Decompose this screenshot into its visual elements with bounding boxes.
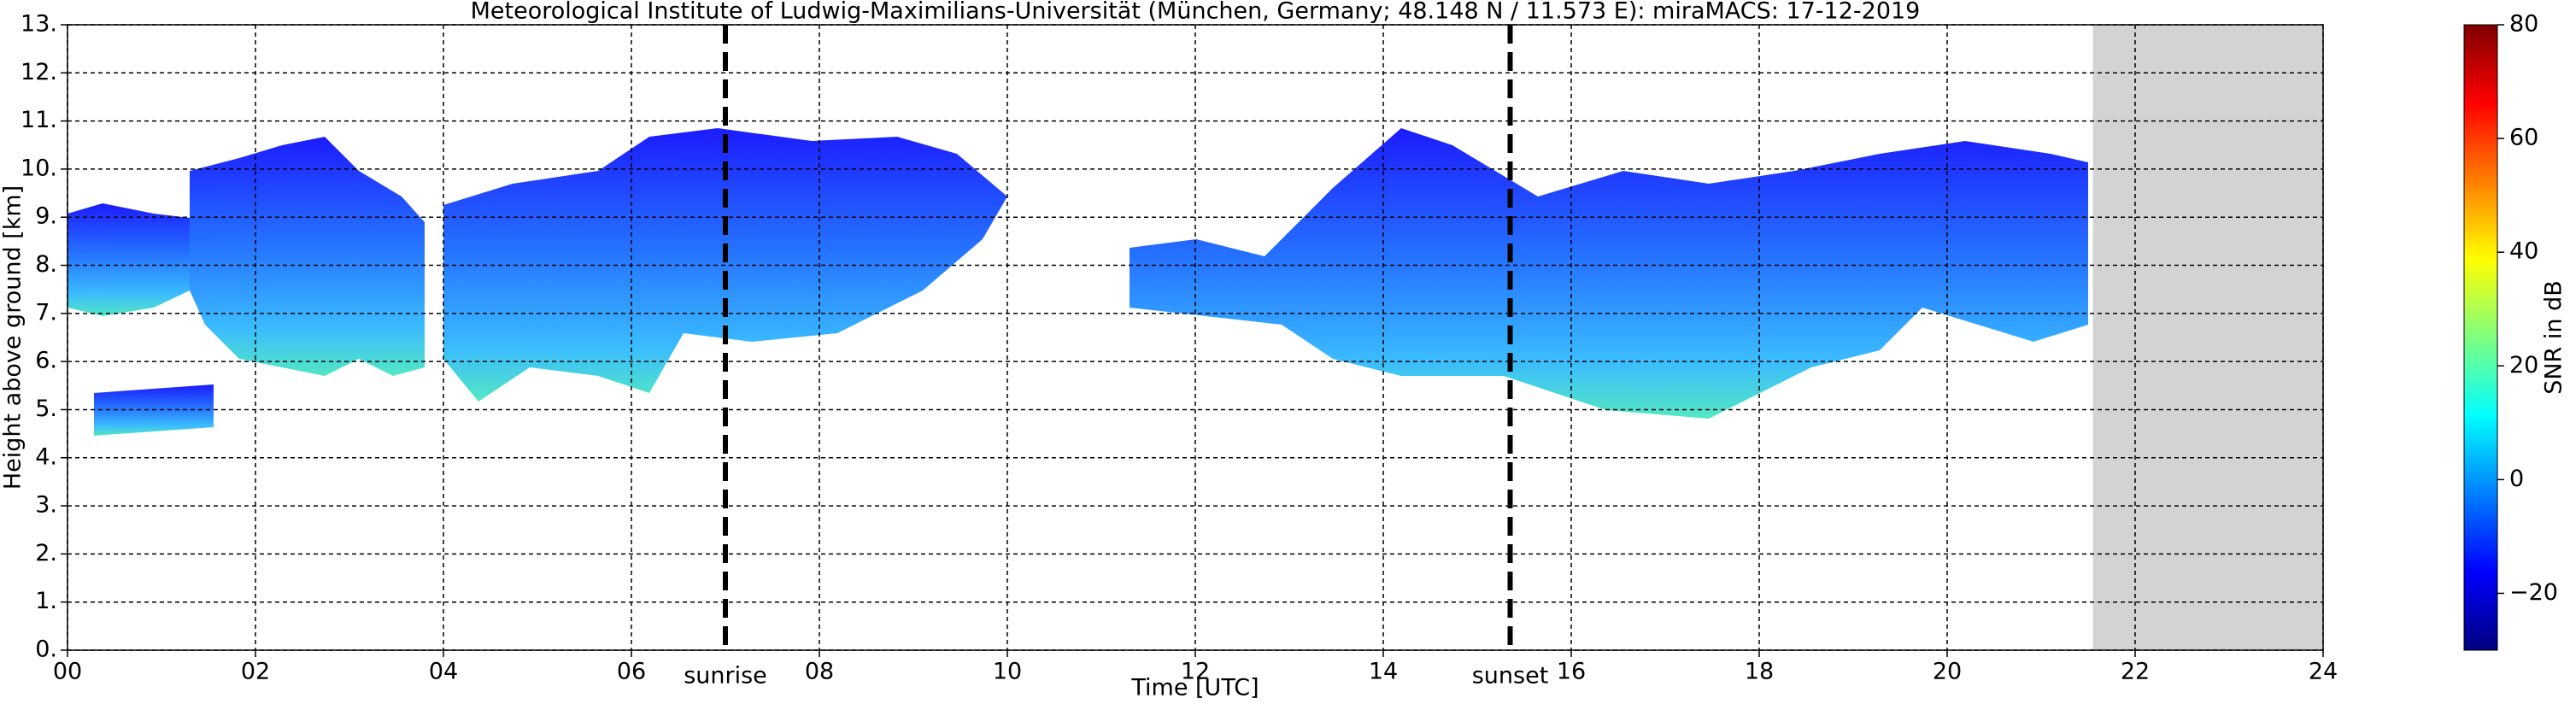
colorbar-tick-label: 80 [2509,11,2538,38]
y-tick-label: 5. [35,396,57,422]
y-tick-label: 9. [35,203,57,230]
colorbar [2463,24,2498,651]
x-tick-label: 14 [1369,659,1398,685]
y-tick-label: 1. [35,588,57,614]
cloud-region [443,128,1007,402]
colorbar-tick-label: 0 [2509,466,2524,492]
y-tick-label: 10. [21,155,57,181]
cloud-region [1130,128,2088,419]
y-tick-label: 2. [35,540,57,566]
x-tick-label: 18 [1745,659,1774,685]
x-tick-label: 00 [53,659,82,685]
x-tick-label: 24 [2309,659,2338,685]
y-tick-label: 3. [35,492,57,519]
colorbar-tick-label: −20 [2509,579,2558,606]
x-tick-label: 22 [2121,659,2150,685]
x-tick-label: 06 [617,659,646,685]
x-tick-label: 10 [993,659,1022,685]
colorbar-tick-label: 40 [2509,238,2538,265]
chart-title: Meteorological Institute of Ludwig-Maxim… [471,0,1921,25]
y-tick-label: 12. [21,59,57,85]
y-tick-label: 7. [35,299,57,326]
x-tick-label: 16 [1557,659,1586,685]
y-tick-label: 8. [35,251,57,278]
y-tick-label: 11. [21,107,57,133]
x-axis-label: Time [UTC] [1130,675,1259,701]
cloud-region [67,203,190,316]
y-tick-label: 6. [35,348,57,374]
colorbar-label: SNR in dB [2541,280,2567,395]
x-tick-label: 12 [1181,659,1210,685]
x-tick-label: 04 [429,659,458,685]
annotation-label: sunset [1472,663,1549,689]
plot-frame [67,24,2324,651]
x-tick-label: 08 [805,659,834,685]
cloud-region [190,137,425,376]
y-tick-label: 0. [35,637,57,663]
x-tick-label: 02 [241,659,270,685]
x-tick-label: 20 [1933,659,1962,685]
colorbar-tick-label: 20 [2509,352,2538,378]
colorbar-tick-label: 60 [2509,125,2538,151]
no-data-region [2092,25,2323,650]
annotation-label: sunrise [684,663,767,689]
y-tick-label: 13. [21,11,57,38]
cloud-field [67,128,2088,436]
y-tick-label: 4. [35,443,57,470]
y-axis-label: Height above ground [km] [0,185,26,490]
